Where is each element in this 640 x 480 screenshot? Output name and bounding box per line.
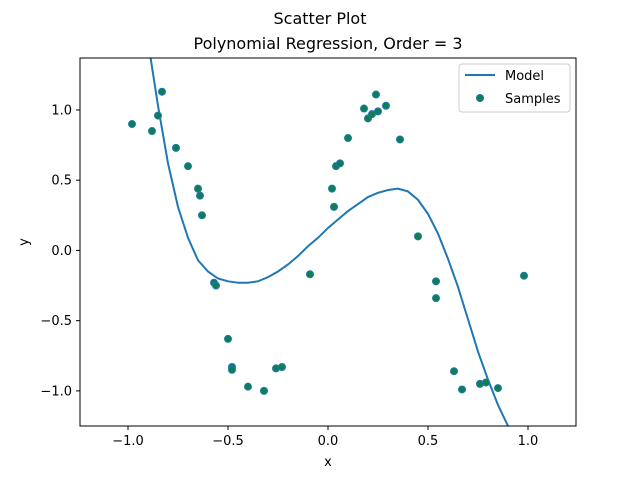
chart-suptitle: Scatter Plot — [274, 9, 367, 28]
y-tick-label: 0.0 — [51, 244, 72, 259]
x-tick-label: −1.0 — [112, 434, 144, 449]
legend-samples-label: Samples — [505, 92, 561, 107]
sample-point — [154, 111, 162, 120]
y-tick-label: −0.5 — [40, 314, 72, 329]
sample-point — [382, 101, 390, 110]
sample-point — [520, 271, 528, 280]
chart-title: Polynomial Regression, Order = 3 — [194, 34, 463, 53]
sample-point — [414, 232, 422, 241]
sample-point — [228, 365, 236, 374]
sample-point — [330, 202, 338, 211]
sample-point — [432, 277, 440, 286]
model-curve — [149, 58, 509, 426]
x-tick-label: 0.5 — [418, 434, 439, 449]
sample-point — [172, 143, 180, 152]
legend-model-label: Model — [505, 69, 544, 84]
y-tick-label: 1.0 — [51, 103, 72, 118]
sample-point — [336, 159, 344, 168]
model-curve-layer — [149, 58, 509, 426]
y-tick-label: 0.5 — [51, 174, 72, 189]
sample-point — [372, 90, 380, 99]
sample-point — [198, 211, 206, 220]
sample-point — [360, 104, 368, 113]
x-axis-ticks: −1.0 −0.5 0.0 0.5 1.0 — [112, 426, 538, 449]
sample-point — [212, 281, 220, 290]
sample-point — [450, 367, 458, 376]
sample-point — [328, 184, 336, 193]
x-tick-label: 0.0 — [318, 434, 339, 449]
sample-point — [224, 334, 232, 343]
sample-point — [148, 127, 156, 136]
sample-point — [194, 184, 202, 193]
x-axis-label: x — [324, 455, 332, 470]
sample-point — [196, 191, 204, 200]
sample-point — [374, 107, 382, 116]
legend-samples-marker — [476, 94, 484, 102]
y-tick-label: −1.0 — [40, 384, 72, 399]
sample-point — [458, 385, 466, 394]
legend: Model Samples — [458, 63, 571, 113]
sample-point — [158, 87, 166, 96]
x-tick-label: −0.5 — [212, 434, 244, 449]
sample-point — [306, 270, 314, 279]
plot-frame — [79, 57, 577, 427]
sample-point — [184, 162, 192, 171]
sample-point — [432, 294, 440, 303]
y-axis-label: y — [17, 238, 32, 246]
sample-point — [244, 382, 252, 391]
sample-point — [128, 120, 136, 129]
sample-point — [396, 135, 404, 144]
sample-point — [260, 386, 268, 395]
sample-point — [344, 134, 352, 143]
y-axis-ticks: −1.0 −0.5 0.0 0.5 1.0 — [40, 103, 80, 399]
sample-point — [278, 363, 286, 372]
samples-layer — [128, 87, 528, 395]
x-tick-label: 1.0 — [518, 434, 539, 449]
sample-point — [494, 384, 502, 393]
sample-point — [482, 378, 490, 387]
